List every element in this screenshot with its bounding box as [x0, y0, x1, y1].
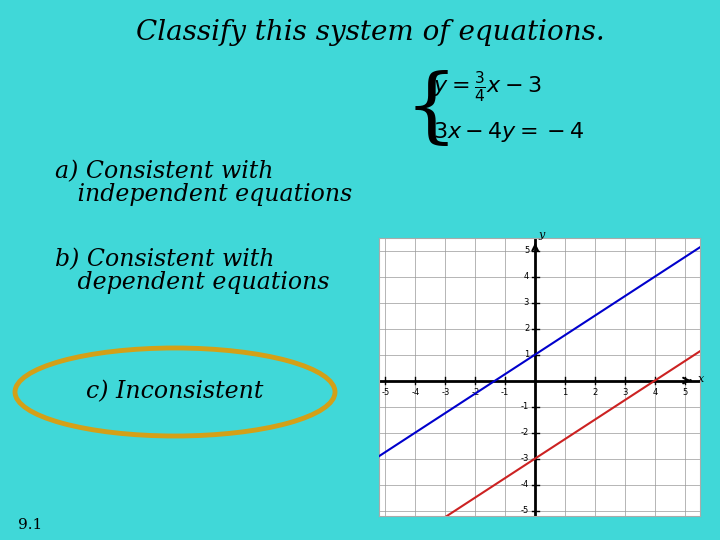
Text: -4: -4 — [521, 480, 529, 489]
Text: 3: 3 — [523, 298, 529, 307]
Text: c) Inconsistent: c) Inconsistent — [86, 381, 264, 403]
Text: -1: -1 — [521, 402, 529, 411]
Text: 2: 2 — [593, 388, 598, 397]
Text: 4: 4 — [524, 272, 529, 281]
Text: 5: 5 — [683, 388, 688, 397]
Text: -3: -3 — [521, 454, 529, 463]
Text: 3: 3 — [622, 388, 628, 397]
Text: 1: 1 — [524, 350, 529, 359]
Text: -5: -5 — [521, 506, 529, 515]
Text: 9.1: 9.1 — [18, 518, 42, 532]
Text: $y = \frac{3}{4}x - 3$: $y = \frac{3}{4}x - 3$ — [433, 70, 541, 104]
Text: b) Consistent with: b) Consistent with — [55, 248, 274, 272]
Text: 4: 4 — [652, 388, 657, 397]
Text: {: { — [405, 70, 458, 150]
Text: x: x — [698, 374, 705, 384]
Text: y: y — [538, 230, 544, 240]
Text: -3: -3 — [441, 388, 449, 397]
Text: -4: -4 — [411, 388, 420, 397]
Text: 1: 1 — [562, 388, 567, 397]
Text: 5: 5 — [524, 246, 529, 255]
Text: $3x - 4y = -4$: $3x - 4y = -4$ — [433, 120, 585, 144]
Text: -5: -5 — [382, 388, 390, 397]
Text: dependent equations: dependent equations — [55, 272, 330, 294]
Text: -2: -2 — [521, 428, 529, 437]
Text: Classify this system of equations.: Classify this system of equations. — [135, 18, 604, 45]
Text: -1: -1 — [501, 388, 509, 397]
Text: independent equations: independent equations — [55, 184, 352, 206]
Text: a) Consistent with: a) Consistent with — [55, 160, 274, 184]
Text: -2: -2 — [471, 388, 480, 397]
Text: 2: 2 — [524, 324, 529, 333]
